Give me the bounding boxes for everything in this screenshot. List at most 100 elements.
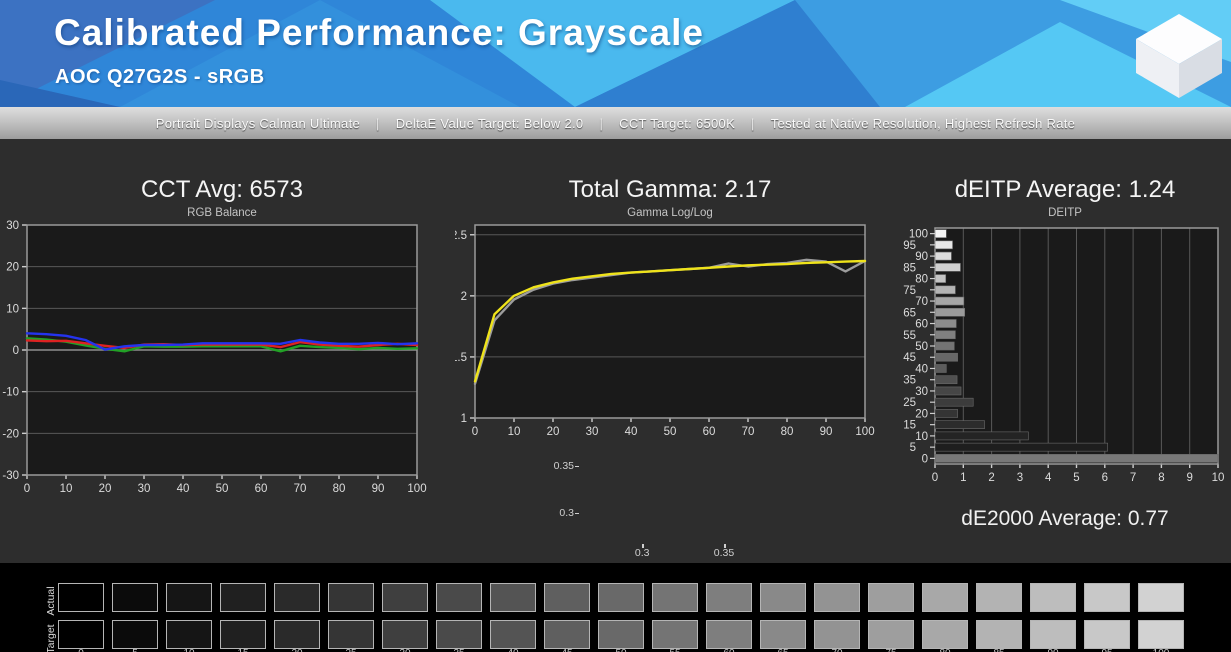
deitp-subtitle: DEITP [1048,207,1082,219]
y-tick-label: 45 [903,352,916,364]
swatch-actual-55 [652,583,698,612]
x-tick-label: 10 [508,426,521,438]
swatch-target-50 [598,620,644,649]
swatch-target-20 [274,620,320,649]
x-tick-label: 100 [855,426,874,438]
deitp-bar-75 [934,285,956,295]
cie-y-tick-label: 0.3 [559,506,574,519]
swatch-actual-100 [1138,583,1184,612]
y-tick-label: 1 [461,413,467,425]
rgb-balance-subtitle: RGB Balance [187,207,257,219]
deitp-plot: 0 1 2 3 4 5 6 7 8 9 101009590858075706560555045403… [903,227,1225,482]
swatch-actual-20 [274,583,320,612]
swatch-actual-60 [706,583,752,612]
x-tick-label: 70 [742,426,755,438]
swatch-actual-0 [58,583,104,612]
swatch-actual-70 [814,583,860,612]
target-series-line [473,259,867,383]
y-tick-label: 65 [903,307,916,319]
x-tick-label: 20 [547,426,560,438]
cie-y-tick [575,512,579,515]
page-subtitle: AOC Q27G2S - sRGB [55,66,265,88]
cie-x-tick [724,544,726,548]
deitp-bar-40 [934,364,947,373]
cie-y-tick-label: 0.35 [553,459,574,472]
x-tick-label: 100 [407,483,426,495]
deitp-bar-90 [934,251,952,261]
x-tick-label: 50 [216,483,229,495]
x-tick-label: 90 [820,426,833,438]
swatch-actual-85 [976,583,1022,612]
y-tick-label: 90 [915,251,928,263]
swatch-level-label: 0 [58,648,104,652]
y-tick-label: 2.5 [455,230,467,242]
swatch-actual-25 [328,583,374,612]
swatch-target-75 [868,620,914,649]
cie-x-tick [642,544,644,548]
swatch-level-label: 90 [1030,648,1076,652]
y-tick-label: 25 [903,397,916,409]
gamma-plot: 2.5 2 1.5 10 10 20 30 40 50 60 70 80 90 100 [455,224,875,438]
total-gamma-title: Total Gamma: 2.17 [568,176,772,203]
deitp-bar-20 [934,409,958,418]
deitp-bar-65 [934,307,966,317]
x-tick-label: 20 [99,483,112,495]
x-tick-label: 10 [1212,472,1225,482]
swatch-level-label: 45 [544,648,590,652]
y-tick-label: 80 [915,274,928,286]
deitp-bar-95 [934,240,953,250]
cie-x-tick-label: 0.35 [713,547,735,559]
x-tick-label: 7 [1130,472,1136,482]
x-tick-label: 80 [781,426,794,438]
y-tick-label: 100 [909,229,928,241]
x-tick-label: 30 [138,483,151,495]
deitp-bar-45 [934,352,958,362]
deitp-bar-0 [934,454,1219,463]
rgb-balance-plot-border [26,224,418,476]
swatch-target-80 [922,620,968,649]
swatch-level-label: 10 [166,648,212,652]
swatch-level-label: 95 [1084,648,1130,652]
swatch-actual-50 [598,583,644,612]
x-tick-label: 30 [586,426,599,438]
cct-avg-title: CCT Avg: 6573 [141,176,303,203]
deitp-average-title: dEITP Average: 1.24 [954,176,1176,203]
gamma-plot-bg [475,225,865,418]
y-tick-label: 55 [903,330,916,342]
deitp-bar-10 [934,431,1029,441]
infobar-item: Tested at Native Resolution, Highest Ref… [770,115,1076,131]
swatch-target-30 [382,620,428,649]
y-tick-label: 0 [13,345,19,357]
y-tick-label: -10 [2,387,19,399]
swatch-target-95 [1084,620,1130,649]
x-tick-label: 1 [960,472,966,482]
x-tick-label: 80 [333,483,346,495]
swatch-actual-30 [382,583,428,612]
green-series-line [25,337,419,353]
swatch-target-5 [112,620,158,649]
infobar-separator: | [751,115,755,131]
y-tick-label: 20 [915,408,928,420]
swatch-actual-90 [1030,583,1076,612]
swatch-target-60 [706,620,752,649]
header: Calibrated Performance: Grayscale AOC Q2… [0,0,1231,107]
swatch-actual-80 [922,583,968,612]
deitp-bar-35 [934,375,958,385]
swatch-target-25 [328,620,374,649]
swatch-target-70 [814,620,860,649]
cie-y-tick [575,465,579,468]
swatch-actual-15 [220,583,266,612]
swatch-target-10 [166,620,212,649]
swatch-actual-75 [868,583,914,612]
deitp-bar-70 [934,296,965,306]
gamma-log-subtitle: Gamma Log/Log [627,207,713,219]
infobar-separator: | [376,115,380,131]
swatch-actual-10 [166,583,212,612]
swatch-level-label: 75 [868,648,914,652]
swatch-level-label: 55 [652,648,698,652]
x-tick-label: 2 [988,472,994,482]
y-tick-label: 30 [915,386,928,398]
x-tick-label: 0 [472,426,478,438]
swatch-level-label: 20 [274,648,320,652]
swatch-level-label: 30 [382,648,428,652]
